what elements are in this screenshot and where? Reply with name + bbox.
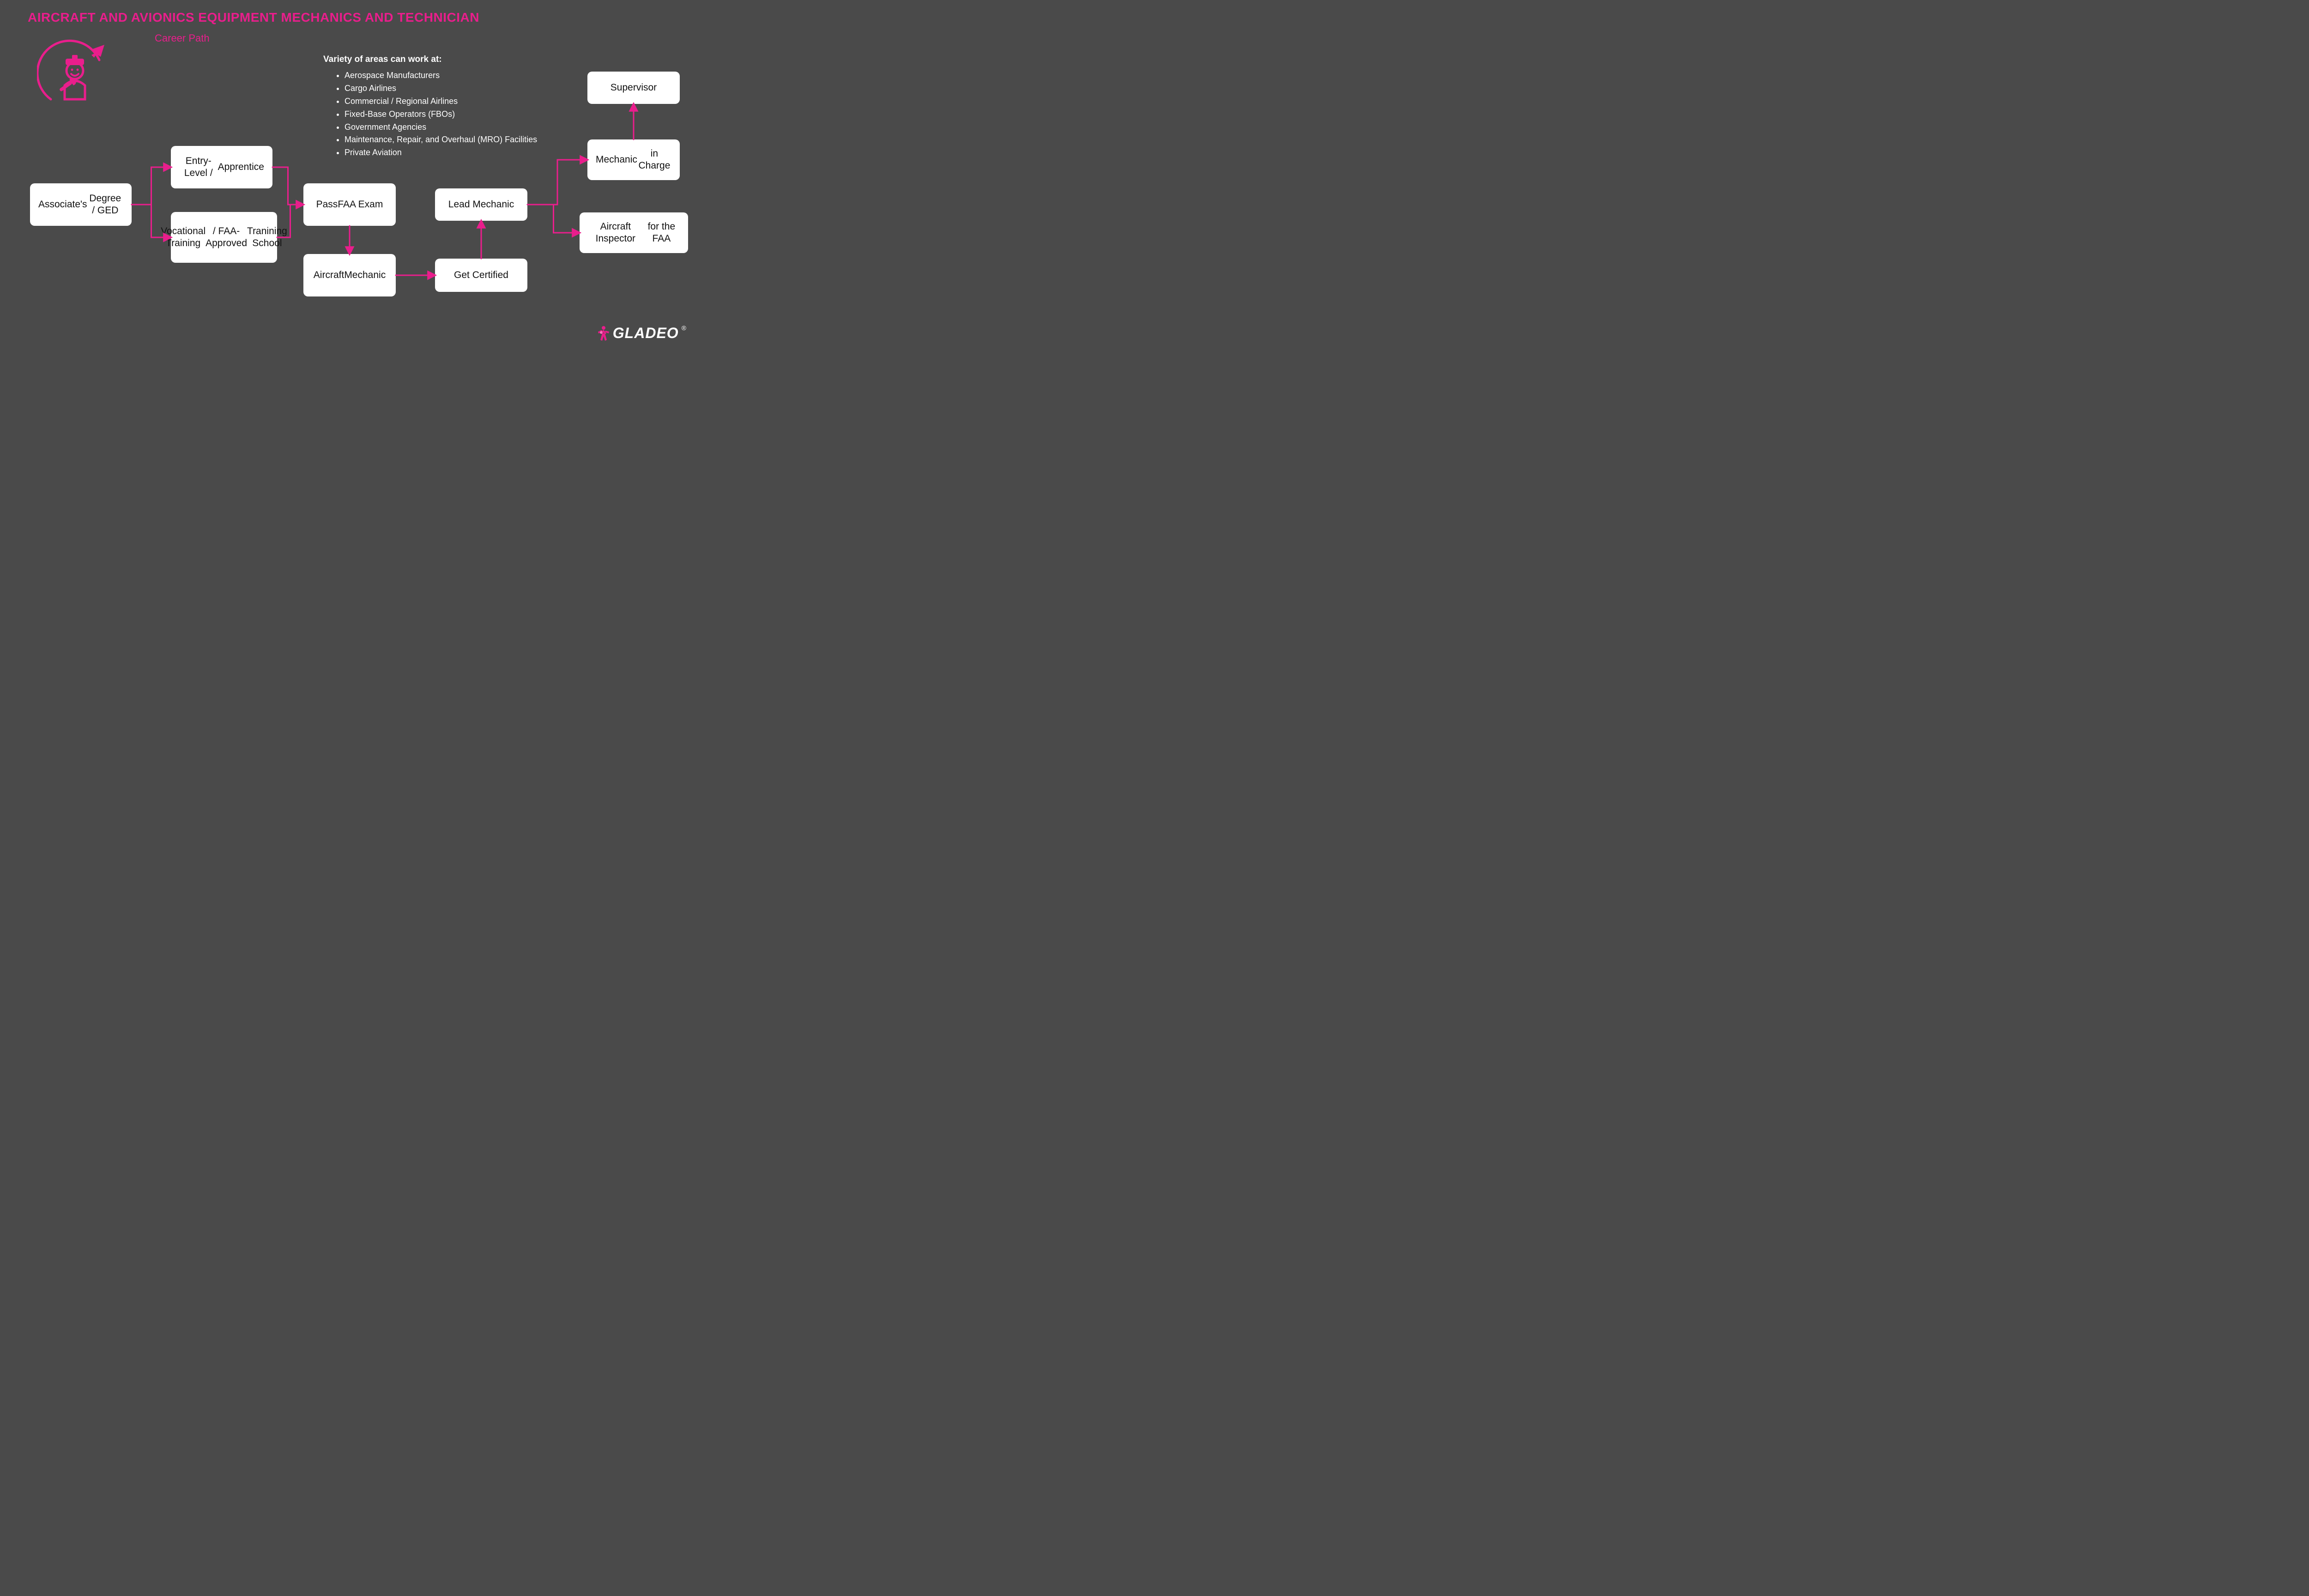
node-entry: Entry-Level /Apprentice: [171, 146, 272, 188]
areas-list-item: Maintenance, Repair, and Overhaul (MRO) …: [345, 133, 537, 146]
areas-list: Aerospace ManufacturersCargo AirlinesCom…: [333, 69, 537, 159]
areas-list-item: Aerospace Manufacturers: [345, 69, 537, 82]
areas-list-item: Private Aviation: [345, 146, 537, 159]
areas-list-item: Cargo Airlines: [345, 82, 537, 95]
node-supervisor: Supervisor: [587, 72, 680, 104]
areas-list-item: Government Agencies: [345, 121, 537, 134]
svg-text:G: G: [600, 332, 602, 334]
node-faa_exam: PassFAA Exam: [303, 183, 396, 226]
gladeo-figure-icon: G: [597, 325, 610, 342]
brand-logo: G GLADEO ®: [597, 325, 686, 342]
node-inspector: Aircraft Inspectorfor the FAA: [580, 212, 688, 253]
areas-list-item: Fixed-Base Operators (FBOs): [345, 108, 537, 121]
node-vocational: Vocational Training/ FAA-ApprovedTranini…: [171, 212, 277, 263]
registered-mark: ®: [682, 324, 686, 332]
areas-heading: Variety of areas can work at:: [323, 54, 442, 65]
node-aircraft_mech: AircraftMechanic: [303, 254, 396, 296]
mechanic-icon: [37, 35, 111, 109]
page-subtitle: Career Path: [155, 32, 210, 44]
areas-list-item: Commercial / Regional Airlines: [345, 95, 537, 108]
page-title: AIRCRAFT AND AVIONICS EQUIPMENT MECHANIC…: [28, 10, 479, 25]
node-degree: Associate'sDegree / GED: [30, 183, 132, 226]
node-lead: Lead Mechanic: [435, 188, 527, 221]
node-certified: Get Certified: [435, 259, 527, 292]
brand-logo-text: GLADEO: [613, 325, 679, 342]
node-mech_charge: Mechanicin Charge: [587, 139, 680, 180]
